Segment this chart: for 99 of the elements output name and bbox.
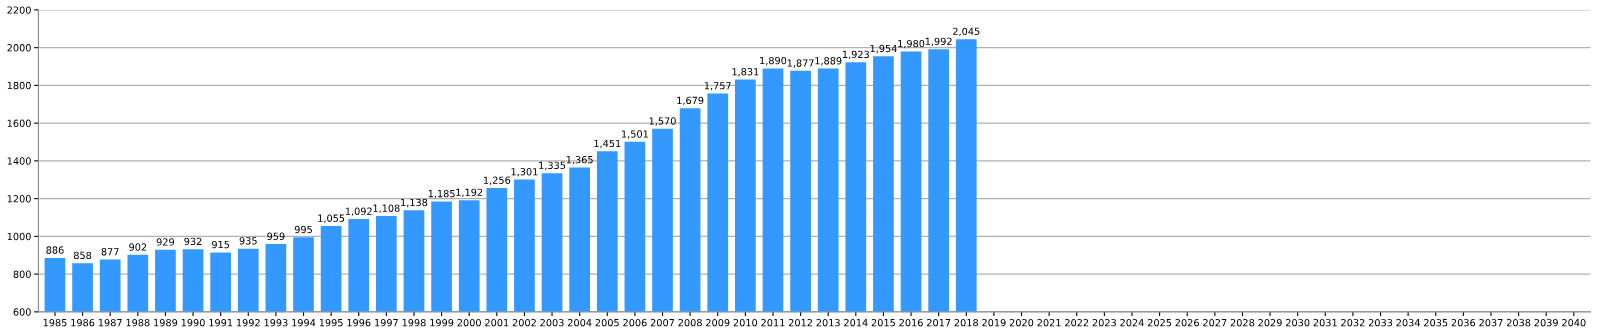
x-tick-label: 2032 (1341, 318, 1365, 327)
x-tick-label: 2007 (650, 318, 675, 327)
data-label: 932 (184, 237, 202, 246)
data-label: 1,301 (511, 168, 538, 177)
y-tick-label: 2200 (7, 6, 31, 14)
x-tick-label: 1991 (209, 318, 233, 327)
x-tick-label: 1993 (264, 318, 288, 327)
x-tick-label: 2021 (1037, 318, 1061, 327)
x-tick-label: 1994 (292, 318, 316, 327)
data-label: 877 (101, 248, 119, 256)
x-tick-label: 2016 (899, 318, 923, 327)
data-label: 858 (73, 251, 92, 260)
x-tick-label: 1990 (181, 318, 205, 327)
y-tick-label: 2000 (7, 44, 31, 52)
data-label: 1,451 (594, 139, 621, 149)
x-tick-label: 2038 (1506, 318, 1531, 327)
x-tick-label: 2000 (457, 318, 481, 327)
x-tick-label: 2025 (1147, 318, 1172, 327)
y-tick-label: 800 (13, 270, 31, 278)
data-label: 1,570 (649, 117, 676, 126)
x-tick-label: 2008 (678, 318, 702, 327)
data-label: 935 (239, 237, 257, 245)
data-label: 1,256 (483, 176, 511, 185)
x-tick-label: 2036 (1451, 318, 1476, 327)
x-tick-label: 2031 (1313, 318, 1337, 327)
x-tick-label: 1989 (154, 318, 178, 327)
x-tick-label: 2005 (595, 318, 619, 327)
x-tick-label: 2012 (788, 318, 812, 327)
x-tick-label: 2014 (844, 318, 868, 327)
data-label: 1,980 (898, 39, 925, 49)
data-label: 1,889 (815, 57, 842, 66)
x-tick-label: 2027 (1203, 318, 1227, 327)
x-tick-label: 2001 (485, 318, 509, 327)
data-label: 886 (46, 246, 64, 254)
x-tick-label: 1987 (98, 318, 122, 327)
data-label: 995 (294, 225, 312, 234)
y-tick-label: 1400 (7, 157, 31, 165)
x-tick-label: 1997 (375, 318, 398, 327)
x-tick-label: 2020 (1009, 318, 1034, 327)
data-label: 1,185 (428, 189, 455, 199)
y-tick-label: 1000 (7, 232, 31, 241)
data-label: 1,108 (373, 204, 400, 213)
y-tick-label: 1800 (7, 81, 31, 90)
data-label: 1,679 (677, 96, 704, 106)
x-tick-label: 2006 (623, 318, 647, 327)
data-label: 1,501 (622, 130, 648, 139)
x-tick-label: 2037 (1479, 318, 1503, 327)
x-tick-label: 2003 (540, 318, 564, 327)
x-tick-label: 2015 (871, 318, 895, 327)
y-tick-label: 600 (13, 308, 31, 316)
x-tick-label: 1992 (236, 318, 260, 327)
data-label: 1,092 (345, 207, 372, 216)
x-tick-label: 2026 (1175, 318, 1199, 327)
x-tick-label: 1999 (430, 318, 454, 327)
data-label: 1,365 (566, 155, 593, 165)
data-label: 1,138 (401, 198, 428, 208)
x-tick-label: 1995 (319, 318, 343, 327)
y-tick-label: 1600 (7, 119, 31, 127)
data-label: 1,055 (318, 214, 345, 223)
data-label: 929 (156, 238, 175, 246)
x-tick-label: 2004 (568, 318, 592, 327)
data-label: 1,877 (787, 59, 814, 68)
x-tick-label: 2013 (816, 318, 840, 327)
data-label: 959 (267, 232, 285, 240)
data-label: 2,045 (953, 27, 980, 36)
x-tick-label: 2018 (954, 318, 978, 327)
data-label: 1,890 (760, 56, 787, 66)
x-tick-label: 2029 (1258, 318, 1282, 327)
data-label: 1,757 (704, 82, 731, 91)
x-tick-label: 2002 (512, 318, 536, 327)
x-tick-label: 1986 (71, 318, 95, 327)
x-tick-label: 1998 (402, 318, 426, 327)
x-tick-label: 2019 (982, 318, 1006, 327)
y-tick-label: 1200 (7, 195, 31, 203)
data-label: 902 (129, 243, 147, 251)
x-tick-label: 1988 (126, 318, 150, 327)
x-tick-label: 2040 (1562, 318, 1586, 327)
data-label: 1,192 (456, 188, 483, 197)
x-tick-label: 2022 (1065, 318, 1089, 327)
x-tick-label: 1996 (347, 318, 371, 327)
x-tick-label: 2010 (733, 318, 758, 327)
x-tick-label: 2024 (1120, 318, 1144, 327)
x-tick-label: 2011 (761, 318, 785, 327)
data-label: 1,954 (870, 44, 897, 54)
x-tick-label: 2039 (1534, 318, 1558, 327)
x-tick-label: 1985 (43, 318, 67, 327)
x-tick-label: 2017 (927, 318, 951, 327)
data-label: 1,992 (925, 37, 952, 46)
x-tick-label: 2035 (1424, 318, 1448, 327)
x-tick-label: 2028 (1230, 318, 1255, 327)
data-label: 1,831 (732, 68, 759, 77)
x-tick-label: 2033 (1368, 318, 1393, 327)
data-label: 915 (212, 240, 230, 249)
x-tick-label: 2030 (1286, 318, 1310, 327)
x-tick-label: 2023 (1092, 318, 1116, 327)
x-tick-label: 2009 (706, 318, 730, 327)
data-label: 1,923 (842, 50, 869, 60)
x-tick-label: 2034 (1396, 318, 1420, 327)
data-label: 1,335 (539, 161, 566, 170)
